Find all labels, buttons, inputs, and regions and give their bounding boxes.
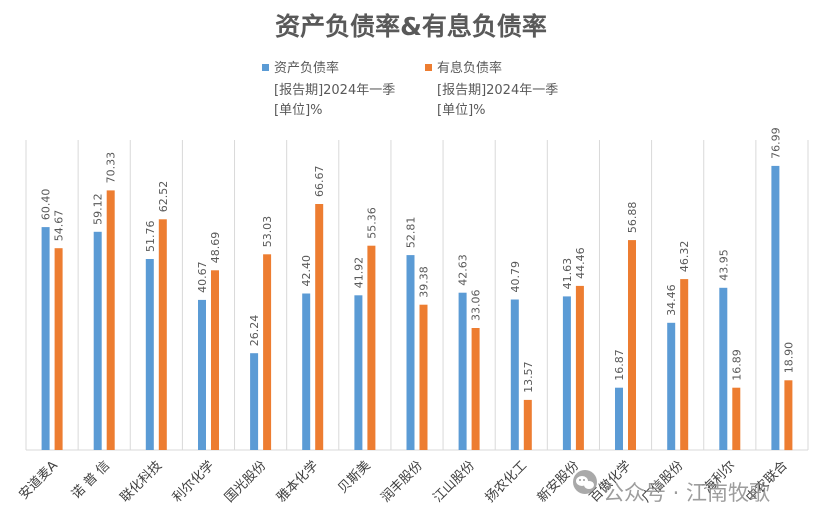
bar-asset-ratio (41, 227, 50, 450)
category-tick-label: 国光股份 (222, 458, 269, 505)
category-tick-label: 联化科技 (118, 458, 165, 505)
bar-asset-ratio (93, 231, 102, 450)
legend-note: [单位]% (437, 103, 486, 118)
bar-asset-ratio (458, 292, 467, 450)
bar-asset-ratio (354, 295, 363, 450)
bar-debt-ratio (263, 254, 272, 450)
category-tick-label: 江山股份 (431, 458, 478, 505)
bar-debt-ratio (54, 248, 63, 450)
data-label: 26.24 (248, 315, 261, 347)
data-label: 56.88 (626, 202, 639, 234)
category-tick-label: 安道麦A (16, 458, 61, 503)
data-label: 18.90 (782, 342, 795, 374)
data-label: 43.95 (717, 249, 730, 281)
data-label: 59.12 (92, 193, 105, 225)
bar-debt-ratio (628, 240, 636, 450)
bar-debt-ratio (784, 380, 793, 451)
data-label: 34.46 (665, 284, 678, 316)
bar-debt-ratio (575, 285, 584, 450)
legend-item-0: 资产负债率 [报告期]2024年一季 [单位]% (262, 60, 395, 118)
bar-asset-ratio (145, 259, 154, 450)
category-tick-label: 利尔化学 (169, 458, 217, 506)
legend-note: [单位]% (274, 103, 323, 118)
bar-asset-ratio (250, 353, 259, 450)
bar-asset-ratio (562, 296, 571, 450)
category-tick-label: 润丰股份 (378, 458, 425, 505)
bar-debt-ratio (158, 219, 167, 450)
bar-debt-ratio (211, 270, 219, 450)
category-tick-label: 贝斯美 (336, 458, 374, 496)
data-label: 66.67 (313, 166, 326, 198)
data-label: 42.63 (457, 254, 470, 286)
legend-swatch (262, 64, 269, 71)
bar-asset-ratio (510, 299, 519, 450)
data-label: 48.69 (209, 232, 222, 264)
data-label: 51.76 (144, 221, 157, 253)
category-tick-label: 诺 普 信 (69, 458, 113, 502)
data-label: 13.57 (522, 361, 535, 393)
bar-asset-ratio (198, 299, 206, 450)
bar-debt-ratio (471, 328, 480, 450)
data-label: 40.79 (509, 261, 522, 293)
wechat-icon (573, 470, 597, 494)
bar-asset-ratio (406, 255, 415, 450)
legend-label: 有息负债率 (437, 60, 502, 76)
legend-note: [报告期]2024年一季 (437, 83, 558, 98)
data-label: 70.33 (105, 152, 118, 184)
bar-asset-ratio (771, 165, 780, 450)
legend: 资产负债率 [报告期]2024年一季 [单位]% 有息负债率 [报告期]2024年一季 [… (262, 60, 558, 118)
bar-asset-ratio (615, 387, 623, 450)
data-label: 52.81 (405, 217, 418, 249)
grid (25, 140, 809, 451)
bar-asset-ratio (719, 287, 728, 450)
legend-item-1: 有息负债率 [报告期]2024年一季 [单位]% (425, 60, 558, 118)
data-label: 40.67 (196, 261, 209, 293)
bar-debt-ratio (732, 387, 741, 450)
category-tick-label: 扬农化工 (483, 458, 530, 505)
data-label: 16.87 (613, 349, 626, 381)
legend-swatch (425, 64, 432, 71)
bar-debt-ratio (367, 245, 376, 450)
data-label: 53.03 (261, 216, 274, 248)
data-label: 42.40 (300, 255, 313, 287)
bar-asset-ratio (302, 293, 311, 450)
data-label: 16.89 (730, 349, 743, 381)
data-label: 54.67 (53, 210, 66, 242)
data-label: 33.06 (470, 290, 483, 322)
data-label: 60.40 (40, 189, 53, 221)
data-label: 55.36 (365, 207, 378, 239)
data-label: 62.52 (157, 181, 170, 213)
bar-asset-ratio (667, 322, 676, 450)
data-label: 76.99 (769, 127, 782, 159)
watermark: 公众号 · 江南牧歌 (573, 470, 770, 505)
bar-debt-ratio (106, 190, 115, 450)
chart-title: 资产负债率&有息负债率 (275, 12, 547, 41)
data-label: 46.32 (678, 241, 691, 273)
data-label: 39.38 (418, 266, 431, 298)
category-tick-label: 雅本化学 (273, 458, 321, 506)
bars (41, 165, 793, 451)
bar-debt-ratio (680, 279, 689, 450)
data-label: 44.46 (574, 247, 587, 279)
bar-debt-ratio (419, 304, 428, 450)
watermark-text: 公众号 · 江南牧歌 (603, 481, 770, 505)
data-label: 41.92 (352, 257, 365, 289)
legend-note: [报告期]2024年一季 (274, 83, 395, 98)
legend-label: 资产负债率 (274, 60, 339, 76)
data-label: 41.63 (561, 258, 574, 290)
bar-debt-ratio (523, 399, 532, 450)
bar-debt-ratio (315, 204, 324, 450)
